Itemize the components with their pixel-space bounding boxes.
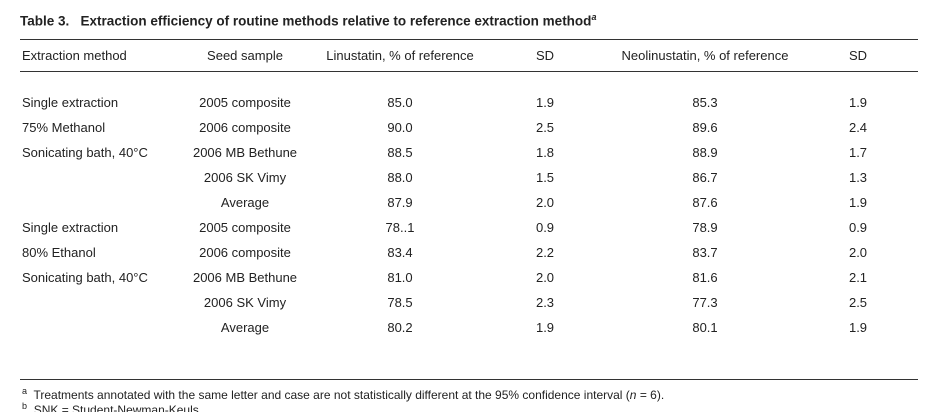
cell-linustatin: 90.0 — [387, 120, 413, 135]
cell-linustatin-sd: 1.5 — [535, 170, 555, 185]
cell-seed-sample: 2005 composite — [199, 220, 291, 235]
cell-neolinustatin: 80.1 — [692, 320, 718, 335]
cell-seed-sample: Average — [220, 195, 270, 210]
cell-neolinustatin-sd: 1.9 — [848, 195, 868, 210]
cell-neolinustatin-sd: 2.4 — [848, 120, 868, 135]
title-text: Extraction efficiency of routine methods… — [80, 13, 592, 29]
cell-linustatin-sd: 1.9 — [535, 95, 555, 110]
bottom-rule — [20, 379, 918, 380]
cell-neolinustatin: 77.3 — [692, 295, 718, 310]
table-title: Table 3. Extraction efficiency of routin… — [20, 12, 596, 29]
cell-neolinustatin-sd: 0.9 — [848, 220, 868, 235]
cell-linustatin: 83.4 — [387, 245, 413, 260]
cell-neolinustatin: 89.6 — [692, 120, 718, 135]
header-seed-sample: Seed sample — [207, 48, 283, 63]
cell-seed-sample: 2006 SK Vimy — [203, 170, 287, 185]
cell-neolinustatin-sd: 1.9 — [848, 320, 868, 335]
cell-extraction-method: Single extraction — [22, 220, 119, 235]
cell-linustatin: 85.0 — [387, 95, 413, 110]
cell-linustatin-sd: 1.8 — [535, 145, 555, 160]
footnote-mark: b — [22, 401, 28, 411]
cell-linustatin: 80.2 — [387, 320, 413, 335]
cell-linustatin: 88.0 — [387, 170, 413, 185]
cell-neolinustatin-sd: 2.0 — [848, 245, 868, 260]
top-rule — [20, 39, 918, 40]
cell-linustatin: 78.5 — [387, 295, 413, 310]
header-rule — [20, 71, 918, 72]
cell-linustatin: 87.9 — [387, 195, 413, 210]
cell-linustatin: 81.0 — [387, 270, 413, 285]
cell-neolinustatin: 78.9 — [692, 220, 718, 235]
cell-extraction-method: Sonicating bath, 40°C — [22, 270, 148, 285]
header-linustatin-sd: SD — [535, 48, 555, 63]
cell-linustatin-sd: 1.9 — [535, 320, 555, 335]
footnote-b: b SNK = Student-Newman-Keuls. — [22, 401, 202, 412]
cell-neolinustatin: 86.7 — [692, 170, 718, 185]
footnote-text: Treatments annotated with the same lette… — [33, 388, 630, 402]
cell-seed-sample: 2006 composite — [199, 245, 291, 260]
title-footnote-mark: a — [591, 12, 597, 22]
cell-neolinustatin: 85.3 — [692, 95, 718, 110]
cell-neolinustatin-sd: 2.1 — [848, 270, 868, 285]
cell-neolinustatin: 88.9 — [692, 145, 718, 160]
cell-neolinustatin: 87.6 — [692, 195, 718, 210]
cell-extraction-method: Single extraction — [22, 95, 119, 110]
cell-linustatin-sd: 0.9 — [535, 220, 555, 235]
cell-neolinustatin-sd: 2.5 — [848, 295, 868, 310]
cell-seed-sample: 2006 SK Vimy — [203, 295, 287, 310]
cell-neolinustatin: 83.7 — [692, 245, 718, 260]
header-linustatin: Linustatin, % of reference — [326, 48, 474, 63]
cell-extraction-method: 80% Ethanol — [22, 245, 96, 260]
cell-linustatin: 78..1 — [385, 220, 415, 235]
footnote-a: a Treatments annotated with the same let… — [22, 386, 664, 402]
footnote-text: = 6). — [636, 388, 665, 402]
cell-linustatin-sd: 2.5 — [535, 120, 555, 135]
cell-seed-sample: 2006 MB Bethune — [192, 145, 298, 160]
header-extraction-method: Extraction method — [22, 48, 127, 63]
cell-seed-sample: 2006 MB Bethune — [192, 270, 298, 285]
footnote-italic: n — [629, 388, 637, 402]
cell-seed-sample: Average — [220, 320, 270, 335]
table-label: Table 3. — [20, 13, 70, 29]
cell-seed-sample: 2005 composite — [199, 95, 291, 110]
header-neolinustatin-sd: SD — [848, 48, 868, 63]
cell-neolinustatin: 81.6 — [692, 270, 718, 285]
cell-neolinustatin-sd: 1.3 — [848, 170, 868, 185]
cell-neolinustatin-sd: 1.7 — [848, 145, 868, 160]
footnote-mark: a — [22, 386, 28, 396]
header-neolinustatin: Neolinustatin, % of reference — [621, 48, 789, 63]
footnote-text: SNK = Student-Newman-Keuls. — [33, 403, 203, 412]
cell-linustatin: 88.5 — [387, 145, 413, 160]
cell-extraction-method: 75% Methanol — [22, 120, 106, 135]
cell-neolinustatin-sd: 1.9 — [848, 95, 868, 110]
cell-linustatin-sd: 2.0 — [535, 195, 555, 210]
cell-extraction-method: Sonicating bath, 40°C — [22, 145, 148, 160]
cell-linustatin-sd: 2.0 — [535, 270, 555, 285]
cell-linustatin-sd: 2.3 — [535, 295, 555, 310]
cell-linustatin-sd: 2.2 — [535, 245, 555, 260]
cell-seed-sample: 2006 composite — [199, 120, 291, 135]
